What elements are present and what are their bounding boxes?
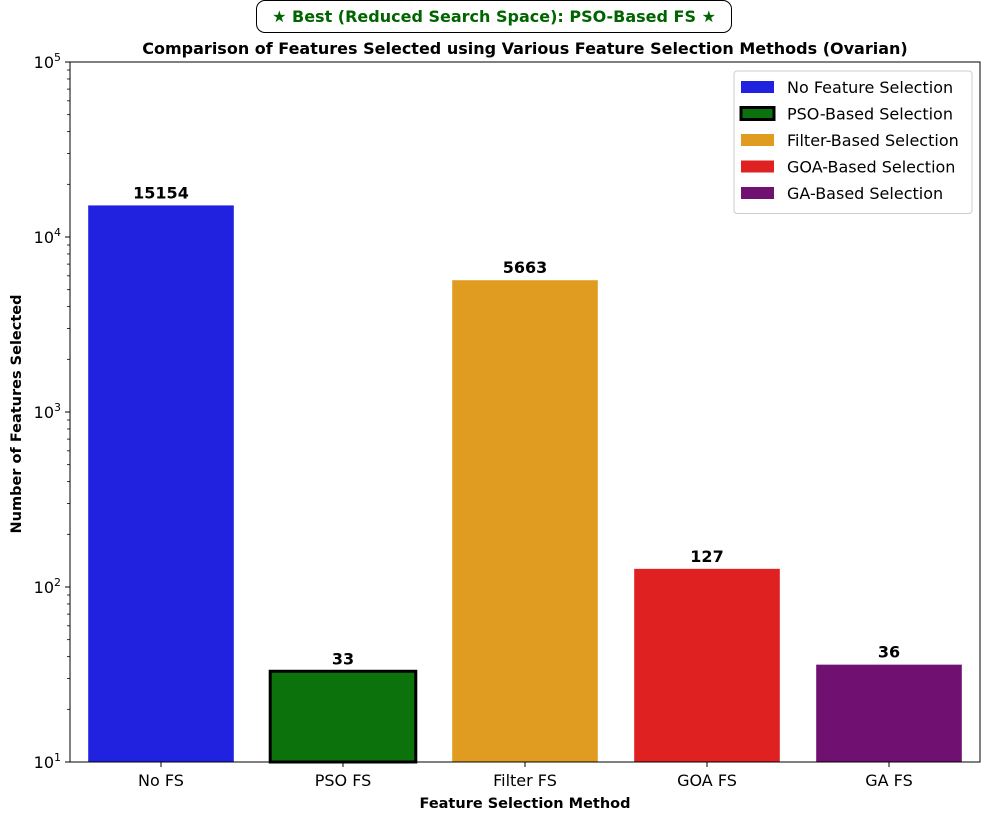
legend-swatch <box>739 106 776 121</box>
legend-label: No Feature Selection <box>787 78 953 97</box>
legend-label: GOA-Based Selection <box>787 158 955 177</box>
y-tick-label: 103 <box>34 401 61 422</box>
legend-swatch <box>741 81 774 93</box>
bar-value-label: 36 <box>878 643 900 662</box>
bar-goa-fs <box>634 568 780 762</box>
bar-pso-fs <box>268 669 418 764</box>
x-tick-label: GA FS <box>865 771 913 790</box>
plot-frame <box>69 61 981 763</box>
bar-no-fs <box>88 205 234 763</box>
bar-value-label: 5663 <box>503 258 548 277</box>
x-tick-label: PSO FS <box>315 771 372 790</box>
legend-label: GA-Based Selection <box>787 184 943 203</box>
x-tick-label: Filter FS <box>493 771 557 790</box>
y-axis-label: Number of Features Selected <box>9 295 25 534</box>
legend-swatch <box>741 187 774 199</box>
y-tick-label: 101 <box>34 751 61 772</box>
y-tick-label: 105 <box>34 51 61 72</box>
x-tick-label: No FS <box>138 771 184 790</box>
legend-swatch <box>741 134 774 146</box>
x-tick-label: GOA FS <box>677 771 737 790</box>
chart-title: Comparison of Features Selected using Va… <box>142 39 907 58</box>
bar-filter-fs <box>452 280 598 762</box>
legend-label: PSO-Based Selection <box>787 105 953 124</box>
y-tick-label: 104 <box>34 226 61 247</box>
plot-area: 15154 No FS 33 PSO FS 5663 Filter FS 127 GOA FS… <box>34 51 981 790</box>
x-axis-label: Feature Selection Method <box>420 796 631 812</box>
bar-ga-fs <box>816 664 962 762</box>
legend: No Feature Selection PSO-Based Selection F… <box>733 70 973 214</box>
bar-value-label: 127 <box>690 547 723 566</box>
y-tick-label: 102 <box>34 576 61 597</box>
bar-value-label: 33 <box>332 649 354 668</box>
bar-value-label: 15154 <box>133 183 189 202</box>
legend-label: Filter-Based Selection <box>787 131 959 150</box>
legend-box <box>733 70 973 214</box>
best-method-banner: ★ Best (Reduced Search Space): PSO-Based… <box>256 0 732 33</box>
legend-swatch <box>741 160 774 173</box>
